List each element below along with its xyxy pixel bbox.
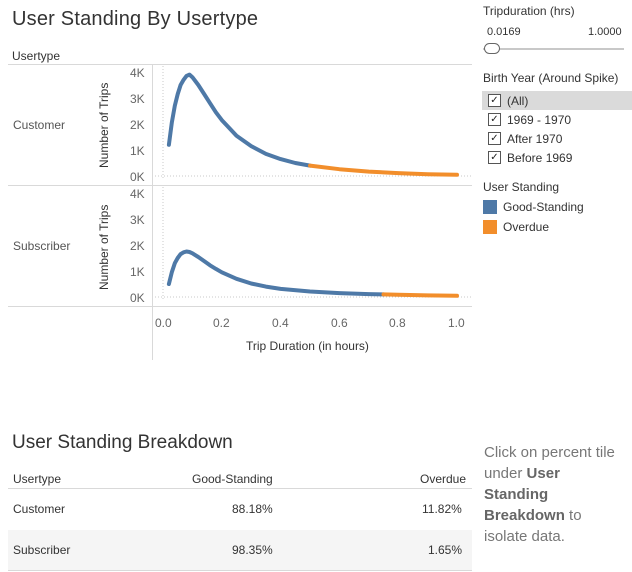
filter-option-after-1970[interactable]: ✓ After 1970	[482, 129, 632, 148]
tripduration-slider-track[interactable]	[483, 48, 624, 50]
legend-title: User Standing	[483, 180, 560, 194]
cell-usertype: Customer	[13, 502, 66, 516]
breakdown-header-overdue: Overdue	[420, 472, 467, 486]
table-row[interactable]: Customer 88.18% 11.82%	[8, 489, 472, 529]
row-label-subscriber: Subscriber	[13, 239, 71, 253]
y-tick-label: 1K	[130, 144, 145, 158]
breakdown-header-good-standing: Good-Standing	[192, 472, 273, 486]
cell-overdue[interactable]: 11.82%	[422, 502, 462, 516]
checkbox-checked-icon[interactable]: ✓	[488, 113, 501, 126]
x-tick-label: 0.2	[213, 316, 230, 330]
legend-item-good-standing[interactable]: Good-Standing	[483, 198, 584, 216]
note-text: Click on percent tile under	[484, 444, 615, 482]
y-tick-label: 0K	[130, 291, 145, 305]
breakdown-header-divider	[8, 488, 472, 489]
x-tick-label: 0.8	[389, 316, 406, 330]
filter-option-label: (All)	[507, 93, 529, 108]
pane-divider-vertical	[152, 64, 153, 360]
customer-good-standing-series-line[interactable]	[166, 72, 312, 168]
tripduration-slider-handle[interactable]	[484, 43, 500, 54]
subscriber-good-standing-series-line[interactable]	[166, 249, 386, 297]
table-bottom-border	[8, 570, 472, 571]
y-tick-label: 1K	[130, 265, 145, 279]
filter-option-before-1969[interactable]: ✓ Before 1969	[482, 148, 632, 167]
y-tick-label: 4K	[130, 66, 145, 80]
legend-label: Good-Standing	[503, 200, 584, 214]
customer-overdue-series-line[interactable]	[308, 163, 459, 177]
filter-option-all[interactable]: ✓ (All)	[482, 91, 632, 110]
filter-option-label: 1969 - 1970	[507, 112, 572, 127]
legend-swatch	[483, 200, 497, 214]
legend-item-overdue[interactable]: Overdue	[483, 218, 549, 236]
y-tick-label: 2K	[130, 239, 145, 253]
x-tick-label: 0.6	[331, 316, 348, 330]
dashboard-title: User Standing By Usertype	[12, 8, 259, 30]
tripduration-filter-title: Tripduration (hrs)	[483, 4, 575, 18]
checkbox-checked-icon[interactable]: ✓	[488, 94, 501, 107]
checkbox-checked-icon[interactable]: ✓	[488, 151, 501, 164]
breakdown-title: User Standing Breakdown	[12, 432, 233, 453]
slider-max-value: 1.0000	[588, 26, 622, 38]
usertype-column-header: Usertype	[12, 49, 61, 63]
header-divider	[8, 64, 472, 65]
cell-good-standing[interactable]: 98.35%	[232, 543, 273, 557]
table-row[interactable]: Subscriber 98.35% 1.65%	[8, 530, 472, 570]
cell-good-standing[interactable]: 88.18%	[232, 502, 273, 516]
birth-year-filter-title: Birth Year (Around Spike)	[483, 71, 619, 85]
y-tick-label: 2K	[130, 118, 145, 132]
cell-overdue[interactable]: 1.65%	[428, 543, 463, 557]
y-tick-label: 3K	[130, 213, 145, 227]
row-divider	[8, 185, 472, 186]
x-tick-label: 0.4	[272, 316, 289, 330]
x-axis-title: Trip Duration (in hours)	[246, 339, 369, 353]
y-tick-label: 3K	[130, 92, 145, 106]
breakdown-header-usertype: Usertype	[13, 472, 62, 486]
legend-label: Overdue	[503, 220, 550, 234]
x-tick-label: 1.0	[448, 316, 465, 330]
y-tick-label: 4K	[130, 187, 145, 201]
instruction-note: Click on percent tile under User Standin…	[484, 442, 624, 547]
x-tick-label: 0.0	[155, 316, 172, 330]
cell-usertype: Subscriber	[13, 543, 71, 557]
row-label-customer: Customer	[13, 118, 66, 132]
chart-bottom-divider	[8, 306, 472, 307]
filter-option-1969-1970[interactable]: ✓ 1969 - 1970	[482, 110, 632, 129]
checkbox-checked-icon[interactable]: ✓	[488, 132, 501, 145]
legend-swatch	[483, 220, 497, 234]
note-text-end: to isolate data.	[484, 507, 582, 545]
filter-option-label: After 1970	[507, 131, 563, 146]
filter-option-label: Before 1969	[507, 150, 573, 165]
slider-min-value: 0.0169	[487, 26, 521, 38]
note-bold-text: User Standing Breakdown	[484, 465, 565, 524]
y-tick-label: 0K	[130, 170, 145, 184]
subscriber-overdue-series-line[interactable]	[381, 292, 459, 298]
